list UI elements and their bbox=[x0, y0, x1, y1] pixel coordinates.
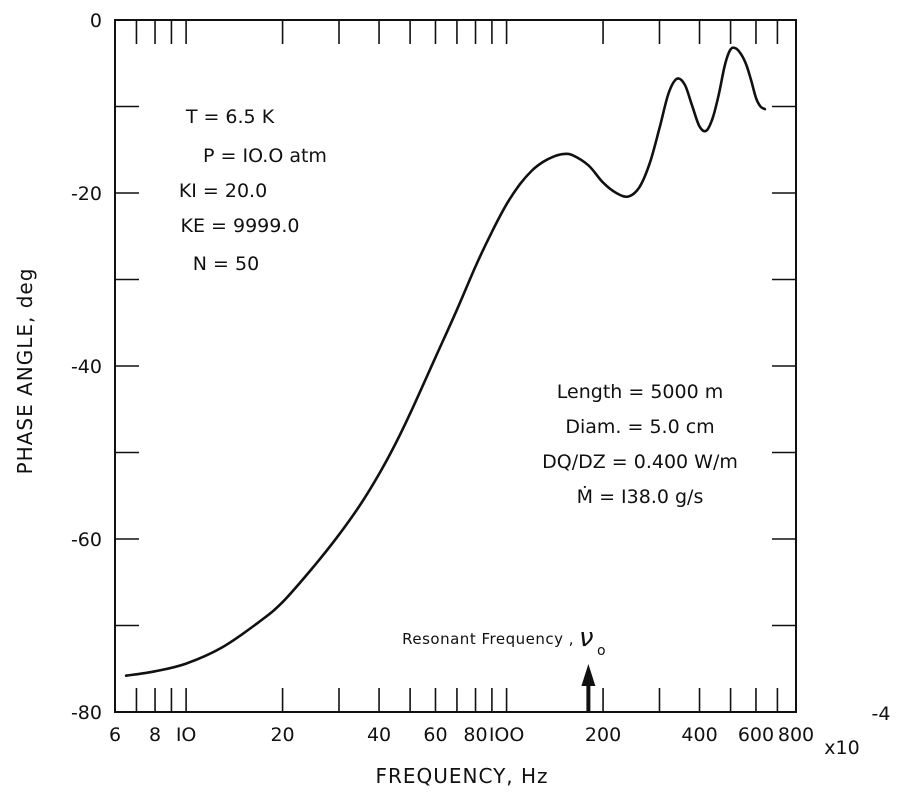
axis-ticks bbox=[115, 20, 796, 712]
x-tick-label: 400 bbox=[681, 724, 717, 746]
x-tick-label: 40 bbox=[367, 724, 391, 746]
annotation-ki: KI = 20.0 bbox=[179, 180, 267, 202]
annotation-pressure: P = IO.O atm bbox=[203, 145, 327, 167]
axis-tick-labels: 6 8 IO 20 40 60 80 IOO 200 400 600 800 0 -20 -40 -60 -80 bbox=[71, 10, 814, 746]
annotation-n: N = 50 bbox=[193, 253, 259, 275]
resonance-annotation: Resonant Frequency , ν o bbox=[402, 623, 606, 712]
resonance-symbol: ν bbox=[579, 623, 594, 653]
y-tick-label: -60 bbox=[71, 529, 102, 551]
x-tick-label: 20 bbox=[270, 724, 294, 746]
resonance-subscript: o bbox=[597, 643, 606, 659]
y-axis-label: PHASE ANGLE, deg bbox=[13, 268, 37, 475]
y-tick-label: -20 bbox=[71, 183, 102, 205]
y-tick-label: -80 bbox=[71, 702, 102, 724]
x-axis-label: FREQUENCY, Hz bbox=[375, 764, 548, 788]
annotation-dqdz: DQ/DZ = 0.400 W/m bbox=[542, 451, 738, 473]
x-tick-label: IO bbox=[176, 724, 197, 746]
x-tick-label: 200 bbox=[585, 724, 621, 746]
phase-curve bbox=[124, 46, 767, 677]
x-tick-label: 60 bbox=[423, 724, 447, 746]
x-multiplier-label: x10 bbox=[824, 737, 859, 759]
annotation-temperature: T = 6.5 K bbox=[185, 106, 275, 128]
annotation-length: Length = 5000 m bbox=[557, 381, 723, 403]
resonance-arrow-head bbox=[581, 664, 596, 686]
x-tick-label: IOO bbox=[489, 724, 525, 746]
x-tick-label: 80 bbox=[463, 724, 487, 746]
annotation-ke: KE = 9999.0 bbox=[181, 215, 300, 237]
y-tick-label: 0 bbox=[90, 10, 102, 32]
annotation-mass-flow: Ṁ = I38.0 g/s bbox=[577, 485, 704, 508]
annotation-diameter: Diam. = 5.0 cm bbox=[565, 416, 714, 438]
y-tick-label: -40 bbox=[71, 356, 102, 378]
resonance-label: Resonant Frequency , bbox=[402, 630, 574, 648]
x-tick-label: 6 bbox=[109, 724, 121, 746]
x-multiplier-exponent: -4 bbox=[872, 703, 891, 725]
pipe-annotation: Length = 5000 m Diam. = 5.0 cm DQ/DZ = 0… bbox=[542, 381, 738, 508]
x-tick-label: 800 bbox=[778, 724, 814, 746]
conditions-annotation: T = 6.5 K P = IO.O atm KI = 20.0 KE = 99… bbox=[179, 106, 327, 275]
x-tick-label: 8 bbox=[149, 724, 161, 746]
x-tick-label: 600 bbox=[738, 724, 774, 746]
